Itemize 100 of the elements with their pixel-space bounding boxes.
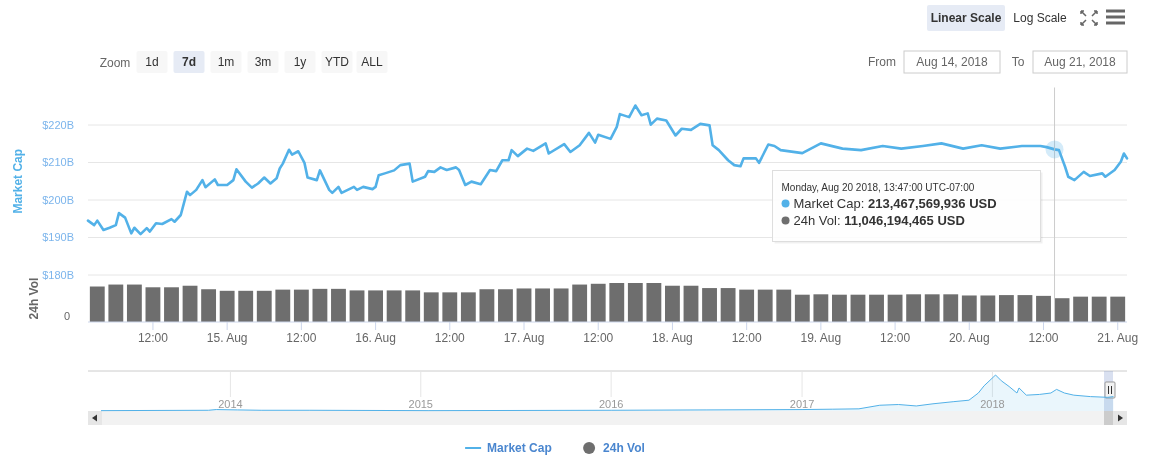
- text: To: [1011, 55, 1025, 70]
- annotation: Monday, Aug 20 2018, 13:47:00 UTC-07:00: [781, 181, 975, 193]
- x-tick-label: 2018: [980, 398, 1005, 410]
- bar: [572, 284, 588, 322]
- tooltip: Monday, Aug 20 2018, 13:47:00 UTC-07:00 Market Cap: 213,467,569,936 USD 24h Vol: 11,046,194,465 USD: [772, 170, 1043, 244]
- bar: [238, 290, 254, 322]
- bar: [275, 289, 291, 322]
- x-tick-label: 15. Aug: [206, 331, 248, 345]
- text: 1y: [293, 55, 307, 70]
- bar: [924, 294, 940, 322]
- text: 1m: [217, 55, 235, 70]
- bar: [89, 286, 105, 322]
- bar: [535, 288, 550, 322]
- bar: [145, 287, 161, 322]
- bar: [423, 292, 439, 322]
- bar: [757, 289, 773, 322]
- bar: [331, 288, 346, 322]
- text: 3m: [254, 55, 272, 70]
- bar: [386, 290, 402, 322]
- text: 0: [63, 309, 71, 322]
- text: ALL: [361, 55, 383, 70]
- x-tick-label: 12:00: [137, 331, 169, 345]
- bar: [850, 294, 866, 322]
- bar: [256, 290, 272, 322]
- bar: [998, 295, 1014, 322]
- bar: [312, 288, 328, 322]
- x-tick-label: 19. Aug: [800, 331, 842, 345]
- text: Aug 21, 2018: [1044, 55, 1117, 70]
- x-tick-label: 12:00: [434, 331, 466, 345]
- bar: [293, 289, 309, 322]
- x-tick-label: 2016: [598, 398, 624, 410]
- bar: [553, 288, 569, 322]
- x-tick-label: 18. Aug: [652, 331, 693, 345]
- bar: [349, 290, 365, 322]
- bar: [516, 288, 532, 322]
- bar: [887, 294, 903, 322]
- bar: [943, 294, 959, 322]
- bar: [739, 289, 755, 322]
- bar: [182, 285, 198, 322]
- bar: [961, 295, 977, 322]
- annotation: Market Cap: 213,467,569,936 USD: [793, 195, 997, 211]
- legend-label: 24h Vol: [603, 441, 645, 456]
- bar: [126, 284, 142, 322]
- bar: [1054, 298, 1070, 322]
- bar: [702, 288, 717, 322]
- x-tick-label: 16. Aug: [355, 331, 396, 345]
- bar: [794, 294, 810, 322]
- bar: [590, 283, 606, 322]
- bar: [869, 294, 884, 322]
- text: Log Scale: [1013, 11, 1068, 26]
- x-tick-label: 12:00: [880, 331, 911, 345]
- bar: [980, 295, 996, 322]
- text: Aug 14, 2018: [916, 55, 989, 70]
- legend-label: Market Cap: [487, 441, 552, 456]
- bar: [460, 292, 476, 322]
- bar: [609, 283, 625, 322]
- bar: [813, 294, 829, 322]
- bar: [108, 284, 124, 322]
- bar: [1110, 296, 1126, 322]
- x-tick-label: 2015: [408, 398, 434, 410]
- bar: [1091, 296, 1107, 322]
- y-tick-label: $220B: [42, 118, 74, 131]
- line-series: [86, 104, 1129, 236]
- bar: [479, 289, 495, 322]
- bar: [627, 283, 643, 322]
- text: 1d: [145, 55, 159, 70]
- y-tick-label: $190B: [42, 231, 74, 244]
- bar: [906, 294, 922, 322]
- y-tick-label: $200B: [42, 193, 74, 206]
- bar: [720, 288, 736, 322]
- bar: [776, 289, 792, 322]
- x-tick-label: 21. Aug: [1097, 331, 1139, 345]
- bar: [368, 290, 383, 322]
- text: From: [868, 55, 896, 70]
- x-tick-label: 20. Aug: [948, 331, 990, 345]
- x-tick-label: 17. Aug: [503, 331, 545, 345]
- bar: [1073, 296, 1089, 322]
- bar: [1017, 295, 1033, 322]
- bar: [442, 292, 458, 322]
- bar: [498, 289, 513, 322]
- x-tick-label: 12:00: [286, 331, 317, 345]
- x-tick-label: 12:00: [1028, 331, 1059, 345]
- text: 7d: [181, 55, 197, 70]
- bar: [201, 289, 217, 322]
- x-tick-label: 12:00: [583, 331, 614, 345]
- bar: [405, 290, 421, 322]
- bar: [219, 290, 235, 322]
- bar: [832, 294, 847, 322]
- y-tick-label: $210B: [42, 156, 74, 169]
- y-tick-label: $180B: [42, 268, 74, 281]
- x-tick-label: 12:00: [731, 331, 762, 345]
- bar: [1036, 295, 1051, 322]
- bar: [646, 283, 662, 322]
- annotation: 24h Vol: 11,046,194,465 USD: [793, 212, 965, 228]
- y-axis-title: Market Cap: [11, 148, 25, 214]
- text: Linear Scale: [930, 11, 1002, 26]
- bar: [665, 285, 680, 322]
- text: Zoom: [99, 56, 131, 71]
- x-tick-label: 2017: [789, 398, 815, 410]
- x-tick-label: 2014: [218, 398, 243, 410]
